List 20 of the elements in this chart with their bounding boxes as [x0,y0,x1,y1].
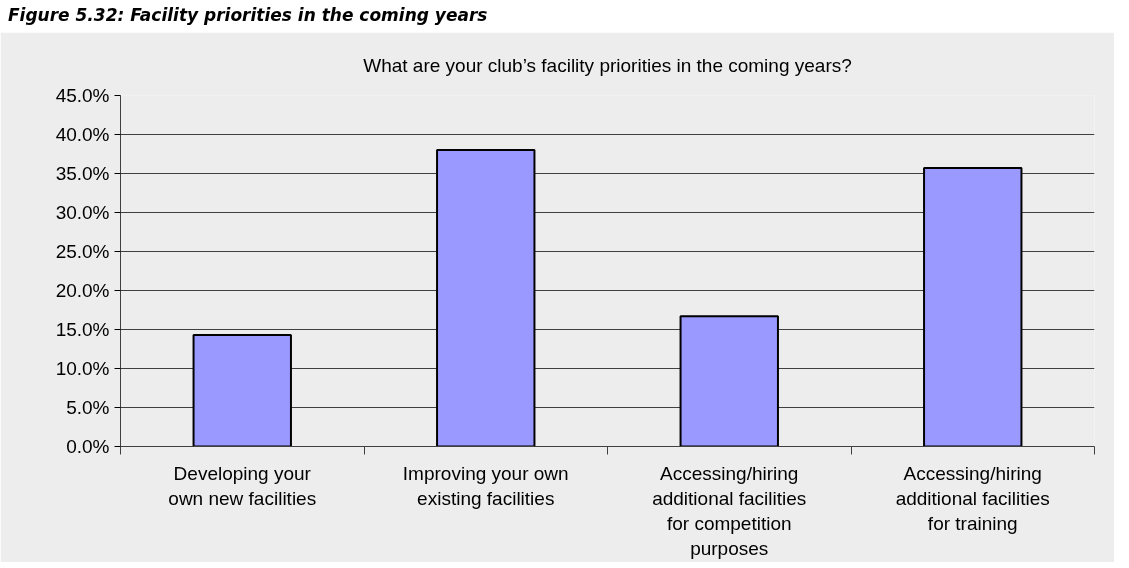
y-tick-label: 40.0% [55,124,110,145]
bar [192,333,292,447]
y-tick-label: 0.0% [66,436,110,457]
x-tick-label: Accessing/hiring additional facilities for training [895,462,1050,534]
y-tick-label: 5.0% [66,397,110,418]
x-tick-label: Accessing/hiring additional facilities for competition purposes [652,462,807,560]
y-tick-label: 25.0% [55,241,110,262]
y-tick-label: 15.0% [55,319,110,340]
x-tick-label: Improving your own existing facilities [402,462,569,509]
y-tick-label: 10.0% [55,358,110,379]
y-tick-label: 20.0% [55,280,110,301]
y-tick-label: 30.0% [55,202,110,223]
x-tick-label: Developing your own new facilities [168,462,317,509]
bar [679,315,779,447]
caption: Figure 5.32: Facility priorities in the coming years [8,5,488,25]
y-tick-label: 45.0% [55,85,110,106]
chart-title: What are your club’s facility priorities in the coming years? [363,54,852,76]
bar [436,149,536,447]
y-tick-label: 35.0% [55,163,110,184]
bar [923,167,1023,447]
